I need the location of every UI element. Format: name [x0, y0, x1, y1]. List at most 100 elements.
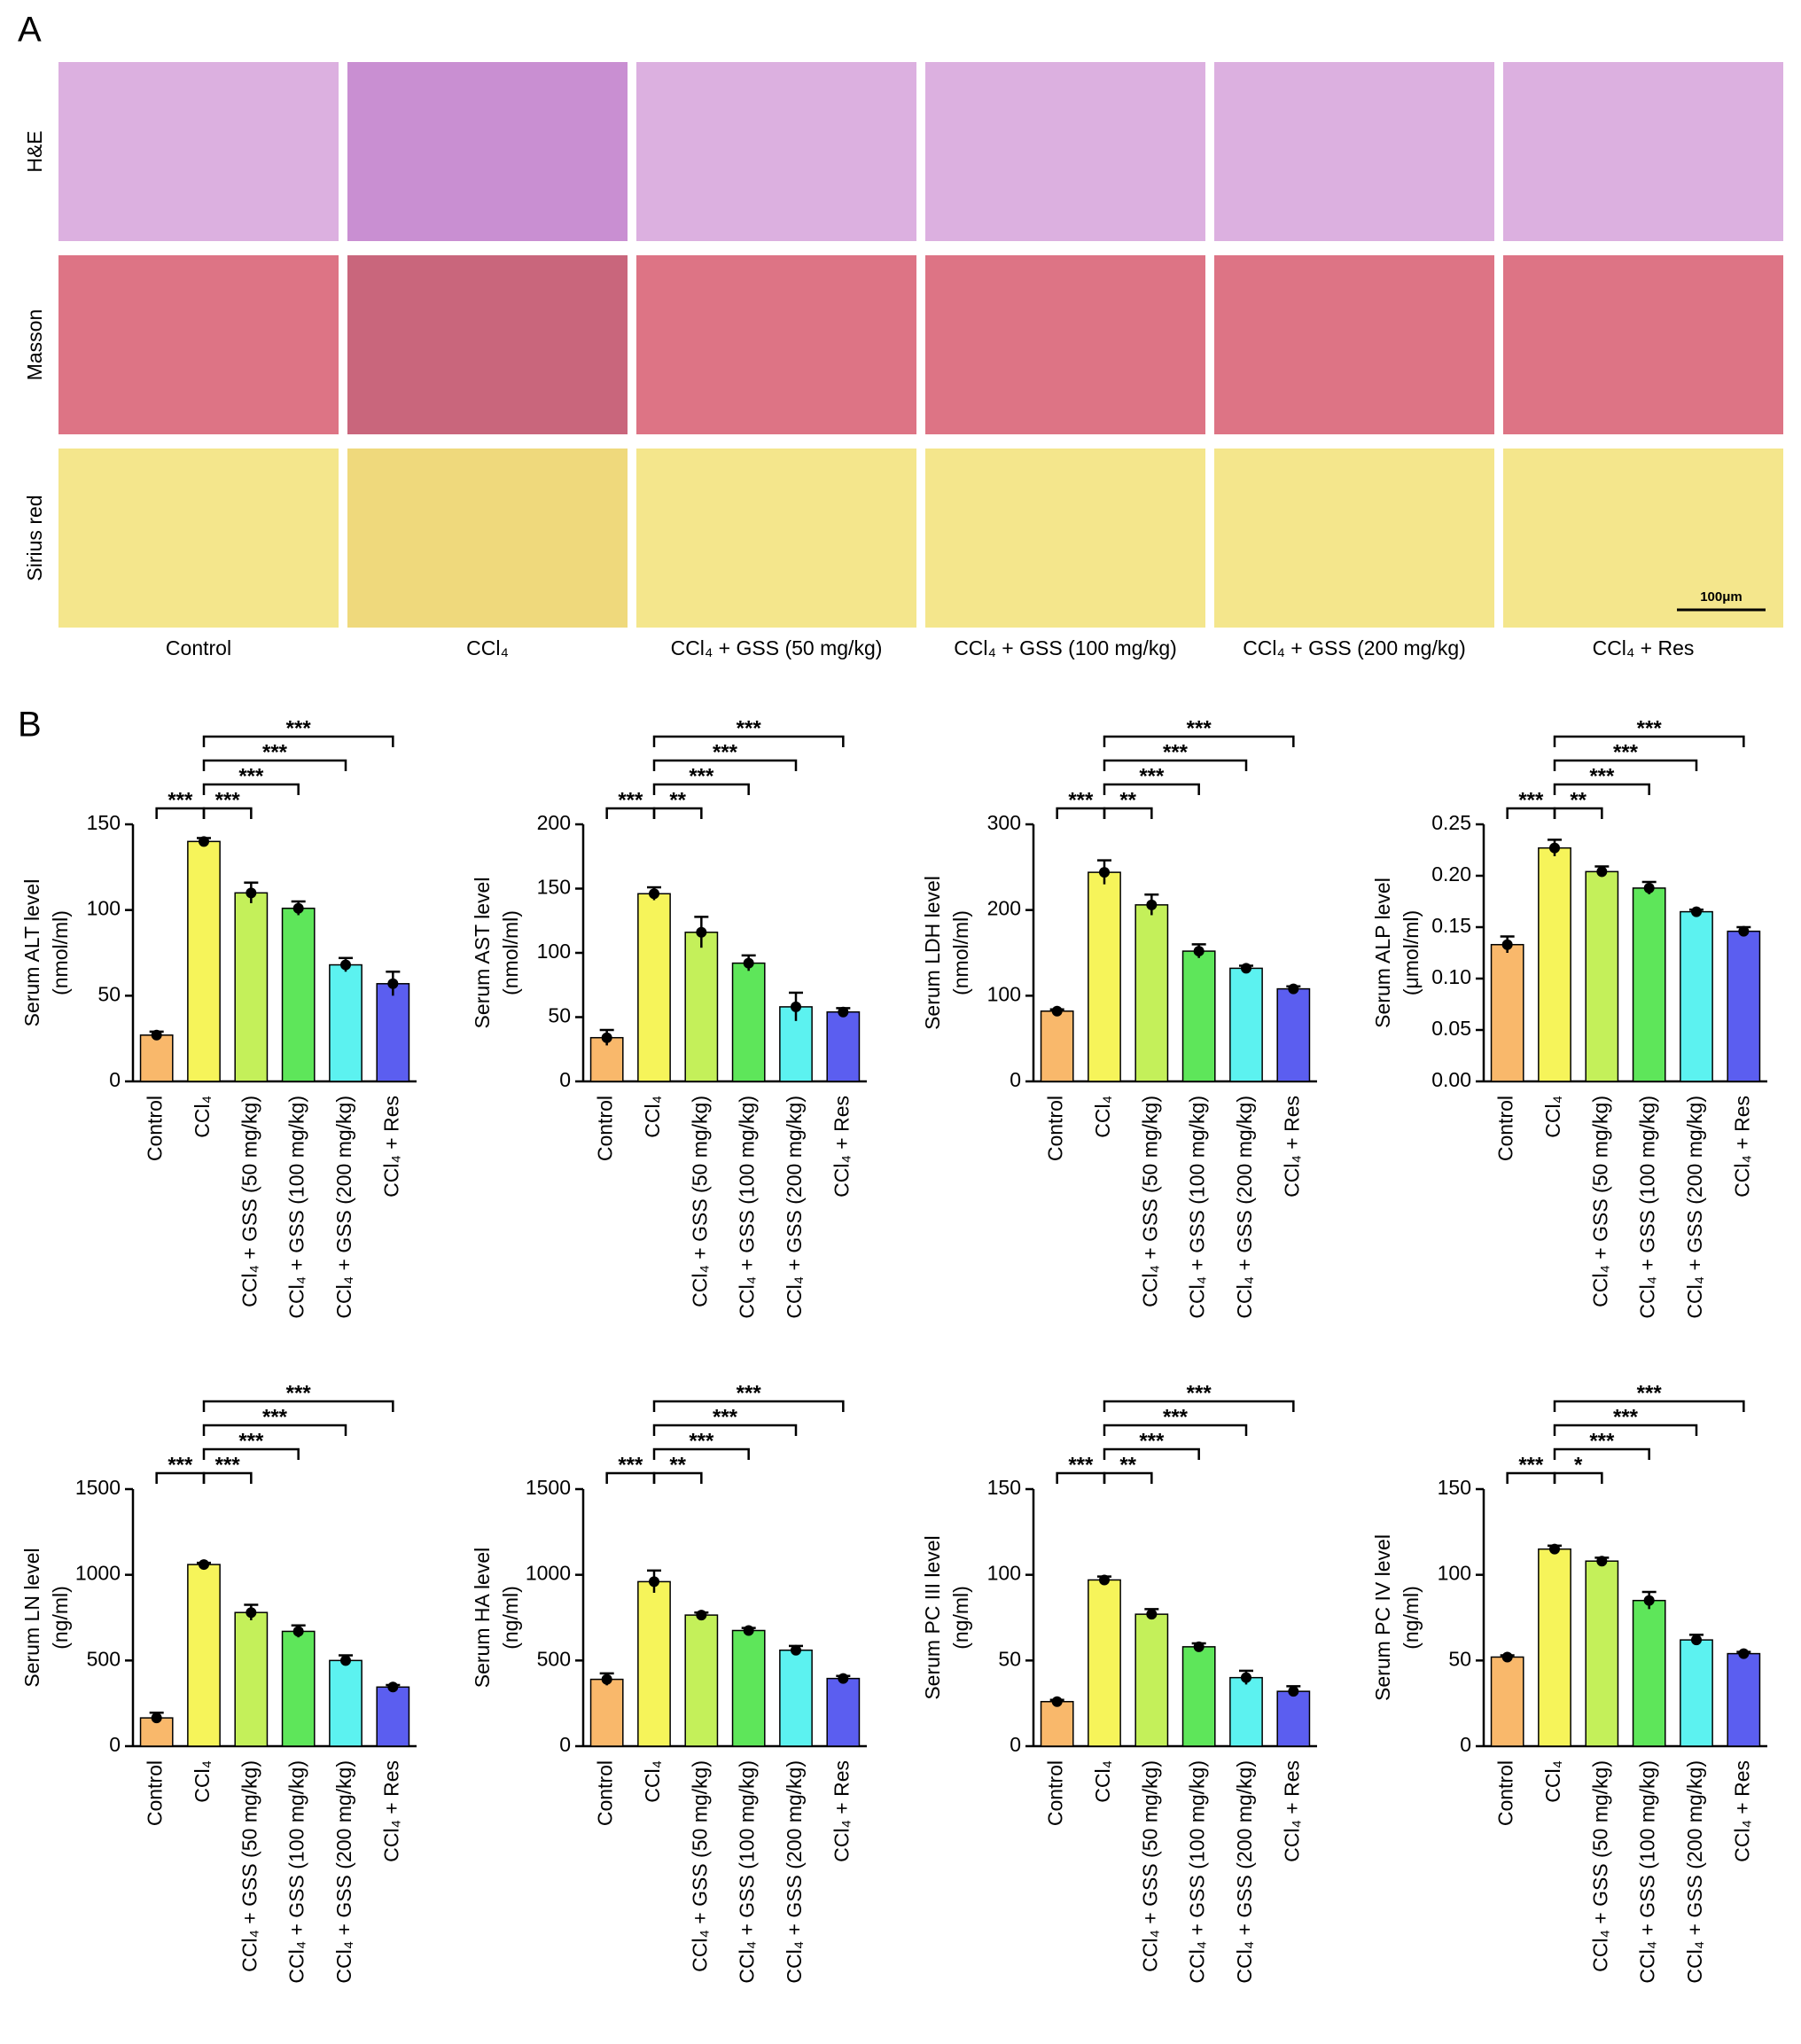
significance-label: ***: [1518, 788, 1544, 812]
significance-bracket: [202, 759, 347, 771]
bar: [281, 1630, 316, 1747]
y-tick-label: 100: [1438, 1562, 1471, 1585]
bar: [779, 1649, 813, 1747]
data-point: [151, 1029, 162, 1041]
significance-label: ***: [238, 1429, 264, 1453]
data-point: [1241, 963, 1251, 974]
y-tick-label: 200: [987, 897, 1021, 920]
histology-image: [58, 62, 339, 241]
data-point: [1596, 1556, 1608, 1567]
significance-bracket: [202, 1471, 253, 1484]
significance-label: ***: [286, 1381, 312, 1405]
significance-label: ***: [1589, 1429, 1615, 1453]
significance-bracket: [202, 1400, 394, 1412]
significance-label: ***: [618, 1453, 643, 1477]
y-axis-label: Serum PC IV level: [1371, 1534, 1394, 1701]
bar: [187, 840, 221, 1082]
significance-bracket: [1553, 759, 1698, 771]
row-label: Sirius red: [23, 495, 46, 581]
x-tick-label: CCl₄: [191, 1760, 214, 1803]
significance-label: ***: [1518, 1453, 1544, 1477]
histology-image: [347, 449, 628, 628]
bar: [1585, 870, 1619, 1082]
x-tick-label: Control: [144, 1760, 167, 1826]
bar: [1276, 987, 1311, 1082]
data-point: [649, 888, 659, 900]
significance-bracket: [202, 1447, 300, 1460]
x-tick-label: CCl₄: [1541, 1760, 1564, 1803]
significance-label: ***: [286, 716, 312, 740]
bar: [637, 1580, 671, 1747]
significance-label: ***: [1637, 1381, 1663, 1405]
x-tick-label: CCl₄ + GSS (100 mg/kg): [285, 1760, 308, 1984]
data-point: [292, 902, 304, 914]
x-tick-label: CCl₄ + GSS (200 mg/kg): [332, 1096, 355, 1319]
y-tick-label: 1500: [526, 1476, 571, 1499]
significance-bracket: [652, 783, 750, 795]
significance-label: **: [1119, 1453, 1136, 1477]
data-point: [1241, 1672, 1251, 1683]
significance-bracket: [652, 1471, 703, 1484]
histology-image: [58, 449, 339, 628]
bar: [1585, 1560, 1619, 1747]
significance-label: *: [1574, 1453, 1583, 1477]
significance-bracket: [1553, 783, 1650, 795]
x-tick-label: CCl₄ + GSS (100 mg/kg): [736, 1096, 759, 1319]
y-axis-label: (ng/ml): [49, 1586, 72, 1650]
data-point: [1501, 939, 1513, 950]
histology-image: [1503, 62, 1783, 241]
data-point: [246, 887, 257, 899]
x-tick-label: CCl₄ + Res: [830, 1760, 853, 1862]
x-tick-label: CCl₄ + GSS (100 mg/kg): [736, 1760, 759, 1984]
significance-label: ***: [1637, 716, 1663, 740]
significance-label: ***: [215, 1453, 241, 1477]
significance-bracket: [1103, 807, 1153, 819]
data-point: [838, 1006, 849, 1018]
x-tick-label: CCl₄ + GSS (50 mg/kg): [688, 1760, 711, 1972]
bar: [1538, 846, 1571, 1082]
x-tick-label: CCl₄ + GSS (100 mg/kg): [1636, 1096, 1659, 1319]
column-label: CCl₄ + GSS (200 mg/kg): [1243, 636, 1466, 659]
significance-label: ***: [1613, 1405, 1639, 1429]
data-point: [1288, 1686, 1299, 1697]
y-tick-label: 0.00: [1431, 1068, 1471, 1091]
x-tick-label: CCl₄ + GSS (50 mg/kg): [688, 1096, 711, 1307]
data-point: [838, 1673, 849, 1684]
histology-image: [347, 62, 628, 241]
bar: [1276, 1690, 1311, 1747]
significance-label: ***: [713, 1405, 738, 1429]
x-tick-label: Control: [1494, 1096, 1517, 1161]
data-point: [199, 1559, 209, 1571]
significance-label: **: [669, 1453, 686, 1477]
histology-image: [1214, 449, 1494, 628]
y-axis-label: (nmol/ml): [949, 910, 972, 995]
y-tick-label: 150: [1438, 1476, 1471, 1499]
y-tick-label: 0.25: [1431, 811, 1471, 834]
y-tick-label: 500: [537, 1647, 571, 1670]
significance-label: ***: [238, 764, 264, 788]
significance-bracket: [1103, 783, 1200, 795]
bar: [1490, 1656, 1524, 1747]
significance-bracket: [652, 735, 845, 747]
bar: [1088, 1579, 1121, 1747]
data-point: [743, 957, 754, 969]
scale-bar-label: 100μm: [1700, 589, 1743, 605]
bar: [1088, 871, 1121, 1082]
x-tick-label: CCl₄ + GSS (200 mg/kg): [783, 1096, 806, 1319]
significance-bracket: [1103, 1447, 1200, 1460]
significance-label: ***: [262, 1405, 288, 1429]
significance-label: ***: [737, 716, 762, 740]
y-tick-label: 0: [559, 1068, 571, 1091]
histology-image: [58, 255, 339, 434]
y-tick-label: 50: [1448, 1647, 1471, 1670]
data-point: [340, 959, 351, 971]
bar: [376, 983, 410, 1082]
x-tick-label: CCl₄ + GSS (200 mg/kg): [332, 1760, 355, 1984]
y-tick-label: 0: [1010, 1068, 1021, 1091]
data-point: [1146, 1609, 1158, 1620]
significance-bracket: [1553, 1424, 1698, 1436]
y-tick-label: 1000: [75, 1562, 121, 1585]
significance-label: ***: [713, 740, 738, 764]
x-tick-label: CCl₄ + GSS (50 mg/kg): [1138, 1760, 1161, 1972]
x-tick-label: CCl₄ + GSS (200 mg/kg): [1233, 1096, 1256, 1319]
